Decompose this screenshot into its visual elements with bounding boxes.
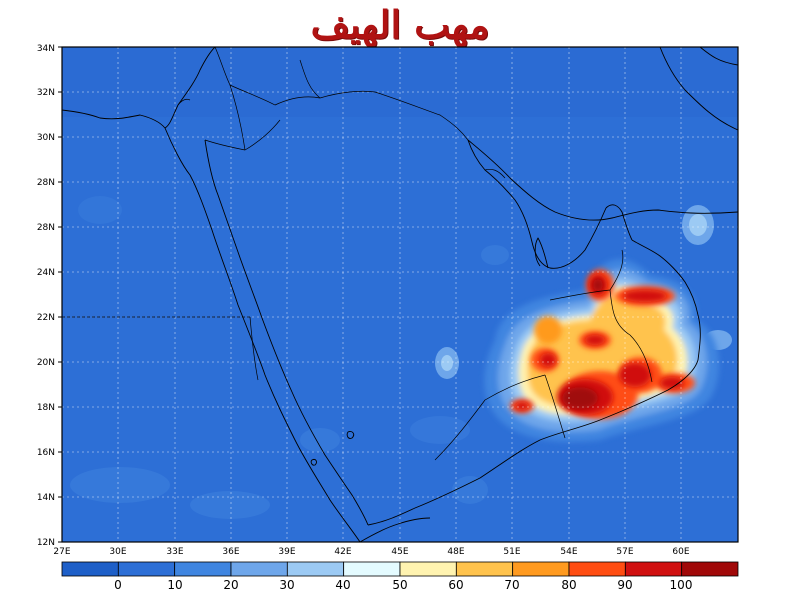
colorbar-label: 60	[448, 578, 463, 592]
colorbar-label: 10	[167, 578, 182, 592]
colorbar-label: 90	[617, 578, 632, 592]
colorbar-swatch	[512, 561, 570, 577]
colorbar-labels: 0 10 20 30 40 50 60 70 80 90 100	[114, 578, 692, 592]
colorbar-swatch	[399, 561, 457, 577]
lon-label: 60E	[672, 547, 689, 557]
colorbar-label: 0	[114, 578, 122, 592]
colorbar-swatch	[455, 561, 514, 577]
colorbar-swatch	[117, 561, 176, 577]
lat-label: 12N	[37, 538, 55, 548]
colorbar-label: 30	[279, 578, 294, 592]
lat-label: 14N	[37, 493, 55, 503]
lat-label: 28N	[37, 223, 55, 233]
intensity-field	[62, 47, 738, 542]
lat-label: 32N	[37, 88, 55, 98]
colorbar	[61, 561, 739, 577]
lon-label: 57E	[616, 547, 633, 557]
colorbar-swatch	[681, 561, 739, 577]
map-title: مهب الهيف	[310, 2, 490, 47]
colorbar-label: 20	[223, 578, 238, 592]
colorbar-swatch	[230, 561, 288, 577]
lon-label: 39E	[278, 547, 295, 557]
colorbar-swatch	[568, 561, 626, 577]
colorbar-label: 40	[335, 578, 350, 592]
lon-label: 51E	[503, 547, 520, 557]
lat-label: 34N	[37, 44, 55, 54]
latitude-axis: 12N 14N 16N 18N 20N 22N 24N 28N 28N 30N …	[37, 44, 55, 548]
lon-label: 30E	[109, 547, 126, 557]
lat-label: 18N	[37, 403, 55, 413]
colorbar-label: 70	[504, 578, 519, 592]
map-frame	[61, 46, 739, 543]
colorbar-label: 50	[392, 578, 407, 592]
lon-label: 36E	[222, 547, 239, 557]
lon-label: 45E	[391, 547, 408, 557]
colorbar-swatch	[343, 561, 401, 577]
lat-label: 22N	[37, 313, 55, 323]
lat-label: 20N	[37, 358, 55, 368]
lon-label: 27E	[53, 547, 70, 557]
lon-label: 54E	[560, 547, 577, 557]
colorbar-swatch	[174, 561, 232, 577]
colorbar-label: 80	[561, 578, 576, 592]
lon-label: 33E	[166, 547, 183, 557]
lon-label: 48E	[447, 547, 464, 557]
lon-label: 42E	[334, 547, 351, 557]
borders	[62, 47, 653, 461]
lat-label: 28N	[37, 178, 55, 188]
lat-label: 16N	[37, 448, 55, 458]
colorbar-swatch	[286, 561, 345, 577]
lat-label: 30N	[37, 133, 55, 143]
colorbar-swatch	[624, 561, 683, 577]
lat-label: 24N	[37, 268, 55, 278]
colorbar-swatch	[61, 561, 119, 577]
longitude-axis: 27E 30E 33E 36E 39E 42E 45E 48E 51E 54E …	[53, 547, 689, 557]
colorbar-label: 100	[670, 578, 693, 592]
